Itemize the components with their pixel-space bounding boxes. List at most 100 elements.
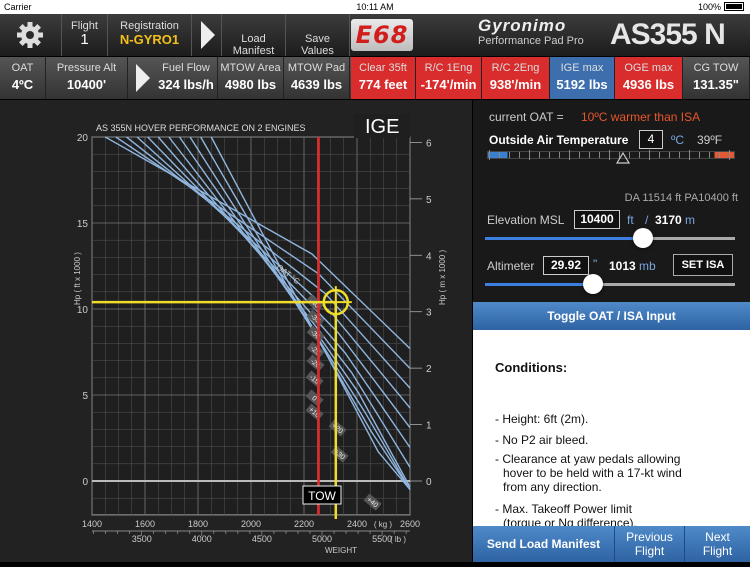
elevation-slash: / [645,213,649,227]
temp-label: -30 [309,329,321,341]
summary-value: 4ºC [11,77,34,92]
x-tick-kg: 2600 [400,519,420,529]
ige-label: IGE [365,116,399,138]
oat-scale-tick [509,152,510,158]
oat-scale-tick [689,150,690,160]
oat-celsius-input[interactable]: 4 [639,130,663,149]
save-values-label: Save Values [301,33,334,57]
registration-label: Registration [120,20,179,32]
status-bar: Carrier 10:11 AM 100% [0,0,750,14]
performance-curve-+20 [189,136,411,490]
summary-cell-ige-max[interactable]: IGE max 5192 lbs [550,57,615,99]
set-isa-button[interactable]: SET ISA [673,254,733,276]
settings-button[interactable] [0,14,62,56]
oat-scale-tick [639,152,640,158]
temp-label-bg [363,493,382,511]
bottom-action-bar: Send Load Manifest Previous Flight Next … [473,526,750,562]
y-axis-label-ft: Hp ( ft x 1000 ) [73,252,82,305]
flight-value: 1 [80,31,89,48]
summary-cell-fuel-flow[interactable]: Fuel Flow 324 lbs/h [155,57,218,99]
elevation-slider-knob[interactable] [632,228,653,248]
temp-label-bg [306,341,325,359]
altimeter-slider[interactable] [485,274,735,294]
x-unit-lb: ( lb ) [390,535,406,544]
load-manifest-label: Load Manifest [232,33,275,57]
x-tick-lb: 5500 [372,534,392,544]
flight-label: Flight [71,20,98,32]
temp-label: -25 [309,345,321,357]
hover-performance-chart: AS 355N HOVER PERFORMANCE ON 2 ENGINES IG… [0,100,472,562]
environment-settings: current OAT = 10ºC warmer than ISA Outsi… [473,100,750,302]
y-axis-label-m: Hp ( m x 1000 ) [438,250,447,305]
summary-cell-oge-max[interactable]: OGE max 4936 lbs [615,57,683,99]
next-arrow-button[interactable] [192,14,222,56]
oat-scale-tick [499,152,500,158]
y-tick-ft: 10 [77,305,89,316]
next-flight-button[interactable]: Next Flight [684,526,750,562]
y-tick-m: 6 [426,138,432,149]
summary-value: 4639 lbs [290,77,343,92]
e68-logo[interactable]: E68 [351,19,413,51]
x-tick-lb: 5000 [312,534,332,544]
oat-scale-tick [629,152,630,158]
top-toolbar: Flight 1 Registration N-GYRO1 Load Manif… [0,14,750,57]
summary-label: MTOW Pad [287,62,346,74]
brand-name: Gyronimo [478,16,567,35]
oat-celsius-unit: ºC [671,133,685,147]
temp-label: 0 [310,395,318,403]
summary-value: 938'/min [489,77,542,92]
oat-scale-tick [659,152,660,158]
elevation-m-unit: m [685,213,695,227]
summary-value: 10400' [66,77,107,92]
registration-field[interactable]: Registration N-GYRO1 [108,14,192,56]
temp-label-bg [306,309,325,327]
save-values-button[interactable]: Save Values [286,14,350,57]
ige-label-bg [354,114,410,138]
x-tick-kg: 1400 [82,519,102,529]
x-tick-lb: 3500 [132,534,152,544]
x-unit-kg: ( kg ) [374,520,393,529]
summary-value: -174'/min [420,77,477,92]
x-tick-lb: 4500 [252,534,272,544]
summary-cell-cg-tow[interactable]: CG TOW 131.35" [683,57,750,99]
summary-cell-pressure-alt[interactable]: Pressure Alt 10400' [46,57,128,99]
oat-pointer-icon[interactable] [616,152,630,164]
oat-title: Outside Air Temperature [489,133,629,147]
y-tick-ft: 15 [77,219,89,230]
clock: 10:11 AM [356,2,394,12]
summary-cell-mtow-area[interactable]: MTOW Area 4980 lbs [218,57,284,99]
oat-scale-tick [609,150,610,160]
x-tick-kg: 1800 [188,519,208,529]
summary-cell-mtow-pad[interactable]: MTOW Pad 4639 lbs [284,57,350,99]
summary-cell-clear-35ft[interactable]: Clear 35ft 774 feet [351,57,416,99]
oat-scale-tick [709,152,710,158]
elevation-slider[interactable] [485,228,735,248]
summary-cell-r-c-2eng[interactable]: R/C 2Eng 938'/min [482,57,550,99]
elevation-ft-input[interactable]: 10400 [574,210,620,229]
summary-label: Clear 35ft [359,62,407,74]
performance-curve-+40 [210,136,411,491]
toggle-oat-isa-button[interactable]: Toggle OAT / ISA Input [473,302,750,330]
oat-scale-tick [669,152,670,158]
summary-label: R/C 1Eng [424,62,473,74]
previous-flight-button[interactable]: Previous Flight [614,526,684,562]
flight-number-field[interactable]: Flight 1 [62,14,108,56]
y-tick-ft: 5 [82,391,88,402]
altimeter-inhg-input[interactable]: 29.92 [543,256,589,275]
send-load-manifest-button[interactable]: Send Load Manifest [486,537,601,551]
condition-height: - Height: 6ft (2m). [495,412,589,426]
summary-value: 324 lbs/h [158,77,214,92]
load-manifest-button[interactable]: Load Manifest [222,14,286,57]
summary-label: R/C 2Eng [491,62,540,74]
oat-scale[interactable] [487,151,735,159]
summary-cell-oat[interactable]: OAT 4ºC [0,57,46,99]
oat-scale-tick [539,152,540,158]
oat-scale-tick [719,152,720,158]
altimeter-slider-knob[interactable] [582,274,603,294]
current-oat-label: current OAT = [489,110,564,124]
summary-cell-r-c-1eng[interactable]: R/C 1Eng -174'/min [416,57,482,99]
tow-label-box [302,485,342,505]
oat-scale-tick [489,150,490,160]
next-arrow-icon[interactable] [136,64,150,92]
summary-label: OGE max [624,62,673,74]
